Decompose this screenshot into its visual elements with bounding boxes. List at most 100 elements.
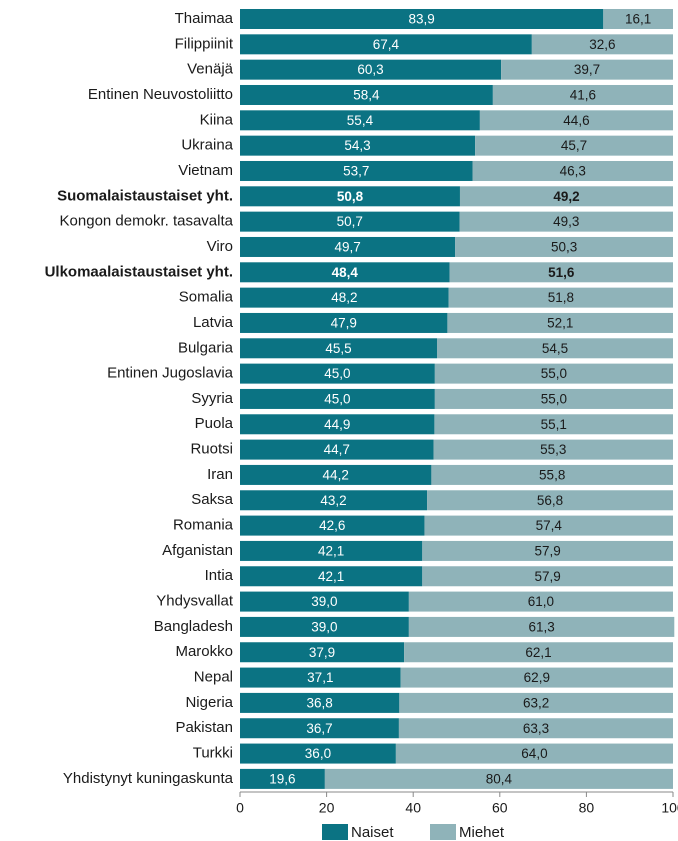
bar-segment <box>501 59 673 80</box>
category-label: Bangladesh <box>154 618 233 635</box>
bar-segment <box>240 338 438 359</box>
value-label: 44,6 <box>563 113 589 128</box>
bar-segment <box>240 616 409 637</box>
category-label: Puola <box>195 415 234 432</box>
category-label: Latvia <box>193 314 234 331</box>
bar-segment <box>400 667 673 688</box>
value-label: 64,0 <box>521 746 547 761</box>
category-label: Iran <box>207 466 233 483</box>
bar-segment <box>424 515 673 536</box>
value-label: 55,1 <box>541 417 567 432</box>
bar-segment <box>408 591 673 612</box>
x-tick-label: 60 <box>492 800 508 816</box>
bar-segment <box>240 718 399 739</box>
bar-segment <box>398 718 673 739</box>
category-label: Syyria <box>191 390 233 407</box>
value-label: 44,2 <box>323 468 349 483</box>
bar-segment <box>240 743 396 764</box>
value-label: 47,9 <box>331 316 357 331</box>
value-label: 55,0 <box>541 392 567 407</box>
bar-segment <box>240 515 425 536</box>
bar-segment <box>240 642 405 663</box>
value-label: 55,3 <box>540 442 566 457</box>
category-label: Yhdysvallat <box>156 593 234 610</box>
value-label: 44,9 <box>324 417 350 432</box>
value-label: 53,7 <box>343 164 369 179</box>
value-label: 41,6 <box>570 88 596 103</box>
value-label: 54,3 <box>344 138 370 153</box>
category-label: Saksa <box>191 491 233 508</box>
bar-segment <box>434 363 673 384</box>
x-tick-label: 40 <box>405 800 421 816</box>
bar-segment <box>531 34 673 55</box>
bar-segment <box>240 667 401 688</box>
value-label: 60,3 <box>357 62 383 77</box>
category-label: Marokko <box>175 643 233 660</box>
value-label: 36,0 <box>305 746 331 761</box>
category-label: Ukraina <box>181 137 233 154</box>
category-label: Intia <box>205 567 234 584</box>
bar-segment <box>240 262 450 283</box>
category-label: Romania <box>173 517 234 534</box>
bar-segment <box>472 160 673 181</box>
bar-segment <box>240 692 400 713</box>
category-label: Thaimaa <box>175 10 234 27</box>
bar-segment <box>240 287 449 308</box>
category-label: Ulkomaalaistaustaiset yht. <box>45 263 233 280</box>
bar-segment <box>427 490 673 511</box>
category-label: Ruotsi <box>190 441 233 458</box>
value-label: 61,0 <box>528 594 554 609</box>
bar-segment <box>240 540 423 561</box>
bar-segment <box>434 414 673 435</box>
value-label: 39,7 <box>574 62 600 77</box>
bar-segment <box>603 9 673 29</box>
bar-segment <box>479 110 673 131</box>
bar-segment <box>240 59 502 80</box>
category-label: Entinen Neuvostoliitto <box>88 86 233 103</box>
category-label: Yhdistynyt kuningaskunta <box>63 770 234 787</box>
value-label: 63,3 <box>523 721 549 736</box>
bar-segment <box>408 616 675 637</box>
bar-segment <box>455 236 673 257</box>
value-label: 62,1 <box>525 645 551 660</box>
bar-segment <box>449 262 673 283</box>
category-label: Vietnam <box>178 162 233 179</box>
value-label: 49,2 <box>553 189 579 204</box>
category-label: Kiina <box>200 111 234 128</box>
bar-segment <box>240 236 456 257</box>
value-label: 42,1 <box>318 543 344 558</box>
value-label: 46,3 <box>560 164 586 179</box>
x-tick-label: 80 <box>579 800 595 816</box>
value-label: 67,4 <box>373 37 400 52</box>
bar-segment <box>240 388 435 409</box>
legend-label: Miehet <box>459 824 505 841</box>
value-label: 45,0 <box>324 366 350 381</box>
value-label: 42,1 <box>318 569 344 584</box>
bar-segment <box>240 211 460 232</box>
category-label: Somalia <box>179 289 234 306</box>
bar-segment <box>433 439 673 460</box>
bar-segment <box>395 743 673 764</box>
value-label: 42,6 <box>319 518 345 533</box>
bar-segment <box>422 566 673 587</box>
value-label: 49,3 <box>553 214 579 229</box>
bar-segment <box>240 160 473 181</box>
value-label: 48,2 <box>331 290 357 305</box>
x-tick-label: 100 <box>661 800 678 816</box>
bar-segment <box>459 211 673 232</box>
value-label: 57,9 <box>535 543 561 558</box>
value-label: 80,4 <box>486 771 513 786</box>
value-label: 19,6 <box>269 771 295 786</box>
value-label: 56,8 <box>537 493 563 508</box>
category-label: Filippiinit <box>175 35 234 52</box>
bar-segment <box>447 312 673 333</box>
bar-segment <box>404 642 673 663</box>
category-label: Afganistan <box>162 542 233 559</box>
value-label: 52,1 <box>547 316 573 331</box>
category-label: Suomalaistaustaiset yht. <box>57 187 233 204</box>
value-label: 39,0 <box>311 594 337 609</box>
value-label: 83,9 <box>409 12 435 27</box>
bar-segment <box>459 186 673 207</box>
bar-segment <box>240 34 532 55</box>
